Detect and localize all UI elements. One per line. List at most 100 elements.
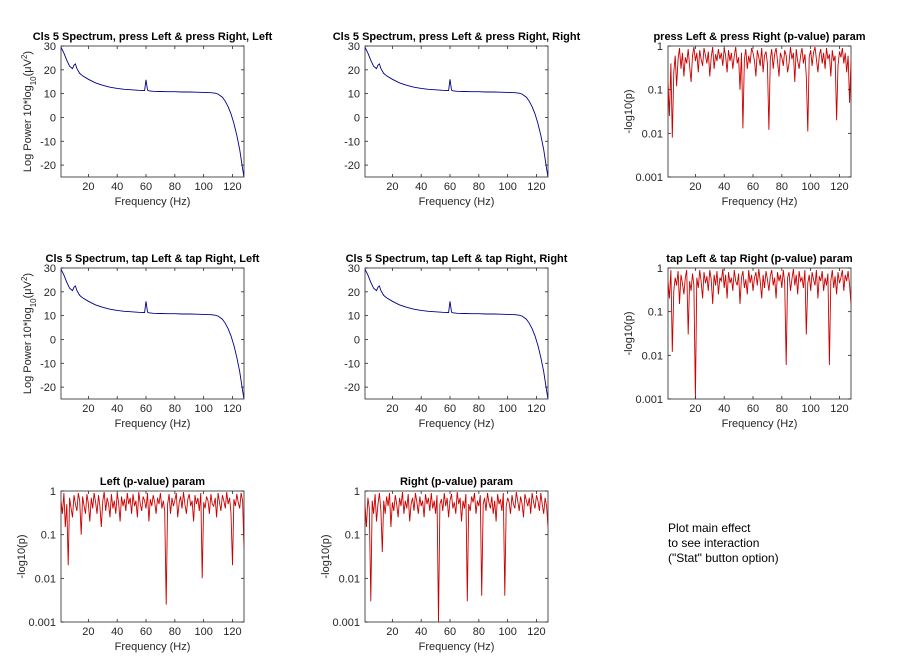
axes-box: [364, 490, 549, 623]
y-tick-label: -20: [344, 160, 360, 172]
chart-title: tap Left & tap Right (p-value) param: [666, 253, 853, 265]
x-axis-label: Frequency (Hz): [115, 196, 191, 208]
y-tick-label: 0: [354, 334, 360, 346]
x-tick-label: 100: [801, 181, 819, 193]
x-axis-label: Frequency (Hz): [419, 196, 495, 208]
x-tick-label: 40: [718, 403, 730, 415]
y-tick-label: -10: [40, 358, 56, 370]
x-tick-label: 20: [386, 181, 398, 193]
x-tick-label: 80: [169, 626, 181, 638]
y-tick-label: 0: [50, 334, 56, 346]
y-tick-label: 0.01: [642, 128, 663, 140]
interaction-note: Plot main effect to see interaction ("St…: [668, 521, 779, 566]
y-tick-label: -20: [40, 160, 56, 172]
y-axis-label: -log10(p): [320, 534, 332, 578]
y-tick-label: 0.1: [648, 307, 663, 319]
x-tick-label: 100: [801, 403, 819, 415]
x-axis-label: Frequency (Hz): [115, 418, 191, 430]
x-axis-label: Frequency (Hz): [115, 641, 191, 653]
axes-box: [60, 490, 245, 623]
series-line: [61, 491, 244, 605]
x-axis-label: Frequency (Hz): [722, 196, 798, 208]
x-tick-label: 80: [169, 181, 181, 193]
y-tick-label: 0.01: [35, 573, 56, 585]
note-line-1: Plot main effect: [668, 521, 751, 535]
y-tick-label: 1: [657, 263, 663, 275]
y-tick-label: 1: [657, 41, 663, 53]
y-tick-label: -20: [344, 382, 360, 394]
x-tick-label: 20: [386, 626, 398, 638]
x-tick-label: 20: [82, 181, 94, 193]
y-tick-label: 20: [348, 287, 360, 299]
y-axis-label: -log10(p): [623, 89, 635, 133]
x-tick-label: 60: [140, 626, 152, 638]
chart-title: Left (p-value) param: [100, 476, 205, 488]
series-line: [365, 47, 548, 177]
y-tick-label: 20: [44, 65, 56, 77]
chart-title: press Left & press Right (p-value) param: [653, 31, 865, 43]
y-tick-label: 0.001: [28, 617, 56, 629]
x-axis-label: Frequency (Hz): [419, 641, 495, 653]
x-tick-label: 100: [498, 403, 516, 415]
axes-box: [60, 267, 245, 400]
y-tick-label: -20: [40, 382, 56, 394]
y-tick-label: 30: [44, 41, 56, 53]
x-tick-label: 40: [718, 181, 730, 193]
x-tick-label: 120: [527, 626, 545, 638]
x-tick-label: 100: [194, 403, 212, 415]
series-line: [61, 269, 244, 399]
series-line: [61, 47, 244, 177]
x-tick-label: 60: [747, 403, 759, 415]
chart-panel-8: 20 40 60 80 100 120 0.001 0.01 0.1 1 Right (p-valu…: [320, 476, 549, 653]
y-tick-label: 0: [50, 112, 56, 124]
note-line-2: to see interaction: [668, 536, 760, 550]
chart-title: Cls 5 Spectrum, press Left & press Right…: [33, 31, 273, 43]
axes-box: [364, 45, 549, 178]
x-tick-label: 80: [776, 403, 788, 415]
x-tick-label: 60: [444, 181, 456, 193]
series-line: [668, 268, 851, 399]
x-axis-label: Frequency (Hz): [722, 418, 798, 430]
x-tick-label: 120: [527, 403, 545, 415]
x-tick-label: 120: [223, 626, 241, 638]
y-axis-label: -log10(p): [16, 534, 28, 578]
y-tick-label: 0.01: [642, 350, 663, 362]
y-tick-label: 10: [44, 311, 56, 323]
chart-title: Cls 5 Spectrum, tap Left & tap Right, Ri…: [346, 253, 568, 265]
y-tick-label: 0.001: [332, 617, 360, 629]
x-tick-label: 120: [223, 181, 241, 193]
x-tick-label: 60: [444, 403, 456, 415]
x-tick-label: 40: [111, 403, 123, 415]
x-tick-label: 40: [415, 626, 427, 638]
x-tick-label: 60: [140, 181, 152, 193]
note-line-3: ("Stat" button option): [668, 551, 779, 565]
y-tick-label: -10: [40, 136, 56, 148]
series-line: [365, 491, 548, 622]
x-tick-label: 60: [747, 181, 759, 193]
x-tick-label: 80: [776, 181, 788, 193]
axes-box: [667, 45, 852, 178]
y-tick-label: 20: [44, 287, 56, 299]
x-tick-label: 120: [527, 181, 545, 193]
x-tick-label: 120: [830, 181, 848, 193]
x-tick-label: 80: [473, 626, 485, 638]
y-tick-label: 0.001: [635, 394, 663, 406]
y-tick-label: -10: [344, 358, 360, 370]
y-tick-label: 1: [354, 486, 360, 498]
x-tick-label: 120: [223, 403, 241, 415]
y-tick-label: 0: [354, 112, 360, 124]
x-tick-label: 80: [473, 403, 485, 415]
axes-box: [60, 45, 245, 178]
x-tick-label: 60: [444, 626, 456, 638]
x-tick-label: 40: [111, 626, 123, 638]
y-tick-label: 0.1: [41, 530, 56, 542]
chart-title: Cls 5 Spectrum, press Left & press Right…: [333, 31, 581, 43]
y-tick-label: 10: [348, 311, 360, 323]
x-tick-label: 80: [169, 403, 181, 415]
y-tick-label: 30: [348, 41, 360, 53]
